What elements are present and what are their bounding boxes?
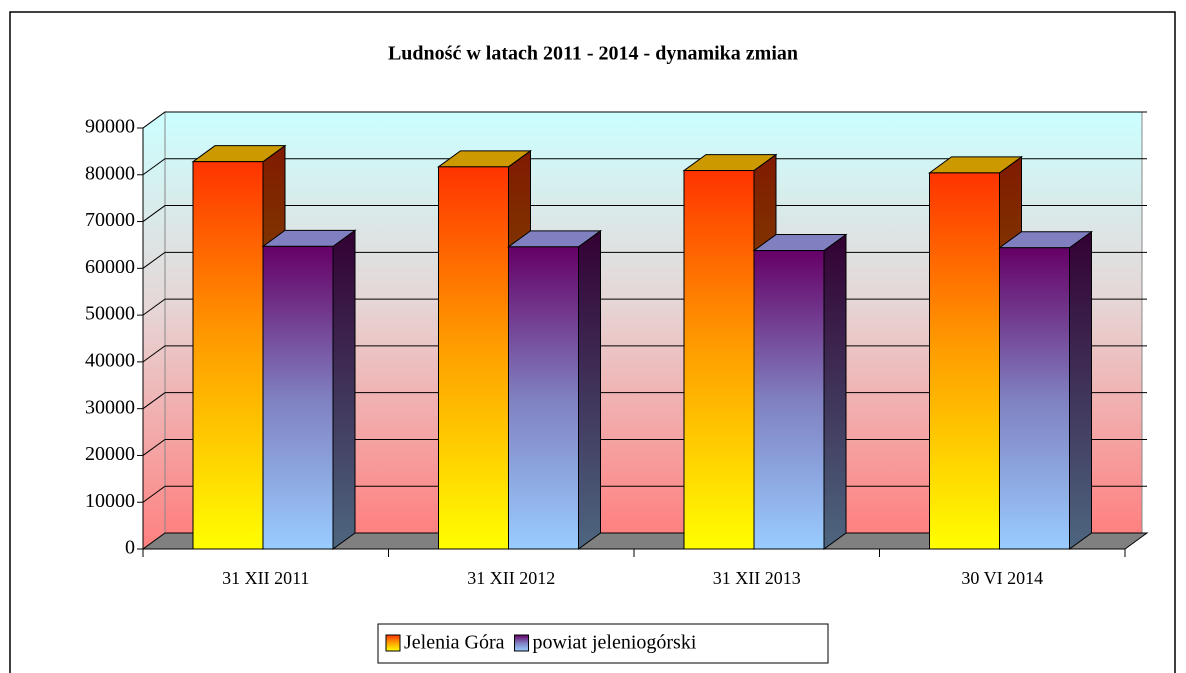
bar — [262, 245, 334, 550]
grid-line — [142, 205, 1147, 222]
y-tick-label: 70000 — [85, 209, 135, 231]
x-tick-label: 31 XII 2012 — [467, 568, 555, 588]
x-tick-label: 30 VI 2014 — [961, 568, 1043, 588]
legend-label: powiat jeleniogórski — [533, 632, 697, 654]
bar — [683, 170, 755, 550]
y-tick-label: 30000 — [85, 396, 135, 418]
bar — [192, 161, 264, 550]
y-tick-label: 80000 — [85, 162, 135, 184]
legend — [377, 623, 829, 664]
bar-side — [823, 233, 847, 550]
y-tick-label: 60000 — [85, 256, 135, 278]
bar-side — [332, 229, 356, 550]
legend-swatch — [385, 634, 401, 652]
chart-title: Ludność w latach 2011 - 2014 - dynamika … — [388, 43, 798, 65]
bar — [753, 250, 825, 550]
y-tick-label: 20000 — [85, 443, 135, 465]
y-tick-label: 50000 — [85, 303, 135, 325]
y-tick-label: 90000 — [85, 116, 135, 138]
bar-side — [578, 229, 601, 550]
bar — [999, 247, 1070, 550]
y-tick-label: 10000 — [85, 490, 135, 512]
legend-swatch — [514, 634, 530, 652]
frame — [9, 11, 1176, 673]
grid-line — [142, 158, 1147, 176]
side-wall — [142, 111, 166, 550]
y-tick-label: 40000 — [85, 349, 135, 371]
bar-side — [1069, 230, 1092, 550]
grid-line — [142, 111, 1147, 129]
x-tick-label: 31 XII 2013 — [713, 568, 801, 588]
bar — [508, 246, 579, 550]
x-tick-label: 31 XII 2011 — [222, 568, 309, 588]
legend-label: Jelenia Góra — [404, 632, 505, 654]
bar — [438, 166, 509, 550]
y-tick-label: 0 — [125, 537, 135, 559]
bar — [929, 172, 1000, 550]
